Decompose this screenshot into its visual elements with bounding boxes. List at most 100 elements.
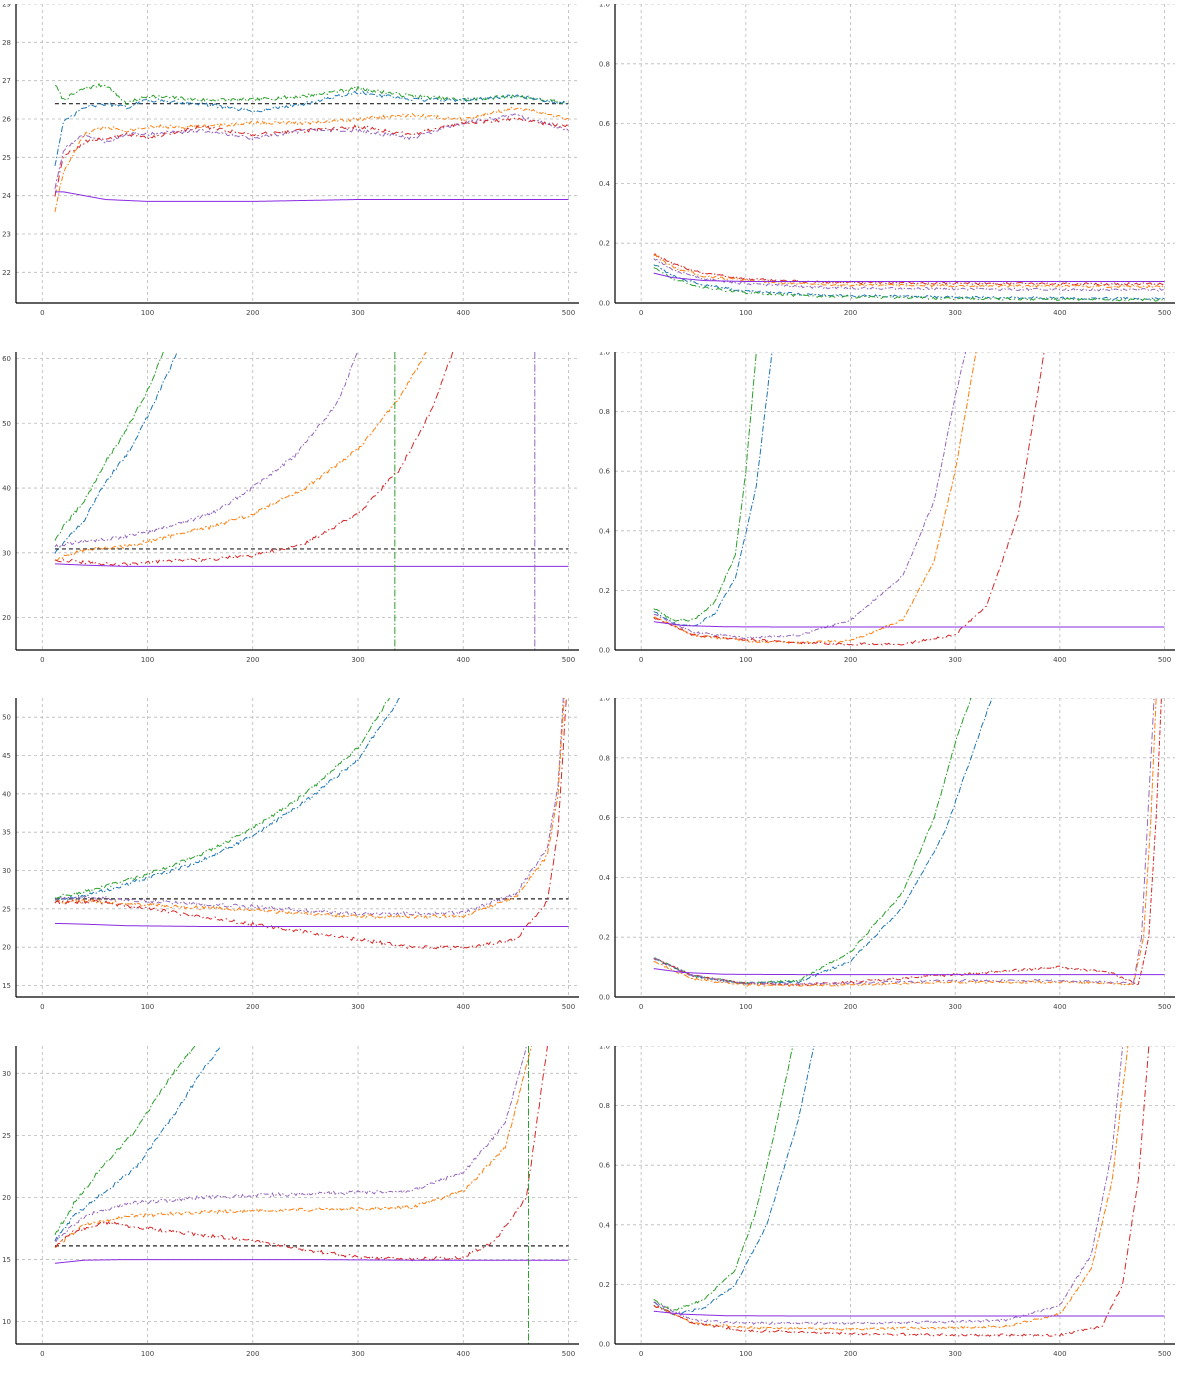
- series-line-1: [54, 698, 391, 900]
- series-line-2: [54, 698, 401, 901]
- x-tick-label: 0: [639, 309, 643, 317]
- x-tick-label: 100: [141, 1350, 154, 1358]
- x-tick-label: 100: [739, 1003, 752, 1011]
- chart-panel-3: 0 100 200 300 400 500 20 30 40 50 60: [2, 352, 579, 664]
- series-line-5: [54, 352, 454, 567]
- x-tick-label: 500: [562, 656, 575, 664]
- x-tick-label: 400: [1053, 309, 1066, 317]
- series-line-4: [54, 698, 565, 919]
- series-line-4: [54, 352, 427, 561]
- series-line-5: [653, 267, 1165, 302]
- x-tick-label: 0: [639, 656, 643, 664]
- y-tick-label: 30: [2, 1070, 11, 1078]
- series-line-5: [54, 117, 569, 197]
- y-tick-label: 30: [2, 549, 11, 557]
- y-tick-label: 0.0: [599, 300, 610, 308]
- x-tick-label: 100: [141, 656, 154, 664]
- y-tick-label: 27: [2, 77, 11, 85]
- series-line-5: [54, 698, 567, 950]
- x-tick-label: 0: [40, 309, 44, 317]
- y-tick-label: 25: [2, 905, 11, 913]
- y-tick-label: 40: [2, 790, 11, 798]
- x-tick-label: 500: [1158, 656, 1171, 664]
- x-tick-label: 200: [844, 656, 857, 664]
- x-tick-label: 0: [40, 656, 44, 664]
- series-line-1: [54, 352, 164, 541]
- x-tick-label: 500: [1158, 1350, 1171, 1358]
- chart-panel-6: 0 100 200 300 400 500 0.0 0.2 0.4 0.6 0.8 1.0: [599, 698, 1175, 1011]
- series-line-1: [653, 1046, 794, 1312]
- x-tick-label: 300: [948, 309, 961, 317]
- series-line-6: [653, 968, 1165, 976]
- y-tick-label: 0.0: [599, 647, 610, 655]
- x-tick-label: 300: [351, 1003, 364, 1011]
- y-tick-label: 0.0: [599, 994, 610, 1002]
- y-tick-label: 23: [2, 231, 11, 239]
- x-tick-label: 0: [40, 1003, 44, 1011]
- y-tick-label: 0.4: [599, 874, 611, 882]
- x-tick-label: 100: [739, 1350, 752, 1358]
- x-tick-label: 100: [739, 656, 752, 664]
- y-tick-label: 30: [2, 867, 11, 875]
- series-line-5: [653, 1046, 1150, 1337]
- x-tick-label: 200: [246, 309, 259, 317]
- series-line-1: [54, 1046, 196, 1236]
- series-line-2: [653, 352, 773, 627]
- y-tick-label: 25: [2, 154, 11, 162]
- y-tick-label: 10: [2, 1318, 11, 1326]
- y-tick-label: 28: [2, 39, 11, 47]
- x-tick-label: 400: [457, 656, 470, 664]
- series-line-2: [653, 1046, 815, 1316]
- y-tick-label: 45: [2, 752, 11, 760]
- series-line-6: [54, 1259, 569, 1264]
- y-tick-label: 24: [2, 192, 11, 200]
- series-line-4: [653, 264, 1165, 301]
- series-line-1: [653, 698, 972, 985]
- y-tick-label: 0.4: [599, 180, 611, 188]
- chart-panel-5: 0 100 200 300 400 500 15 20 25 30 35 40 45 50: [2, 698, 579, 1011]
- y-tick-label: 26: [2, 116, 11, 124]
- series-line-6: [653, 1310, 1165, 1317]
- chart-panel-8: 0 100 200 300 400 500 0.0 0.2 0.4 0.6 0.8 1.0: [599, 1046, 1175, 1358]
- series-line-1: [653, 253, 1165, 286]
- x-tick-label: 500: [562, 1003, 575, 1011]
- x-tick-label: 0: [639, 1350, 643, 1358]
- x-tick-label: 400: [1053, 1350, 1066, 1358]
- y-tick-label: 0.4: [599, 1221, 611, 1229]
- series-line-3: [653, 698, 1162, 987]
- y-tick-label: 0.2: [599, 934, 610, 942]
- series-line-3: [54, 352, 359, 548]
- series-line-1: [653, 352, 757, 622]
- x-tick-label: 500: [1158, 309, 1171, 317]
- y-tick-label: 1.0: [599, 698, 610, 703]
- y-tick-label: 29: [2, 4, 11, 9]
- y-tick-label: 1.0: [599, 4, 610, 9]
- y-tick-label: 50: [2, 420, 11, 428]
- x-tick-label: 300: [351, 1350, 364, 1358]
- chart-panel-7: 0 100 200 300 400 500 10 15 20 25 30: [2, 1046, 579, 1358]
- x-tick-label: 400: [1053, 1003, 1066, 1011]
- x-tick-label: 400: [457, 1350, 470, 1358]
- y-tick-label: 0.8: [599, 754, 610, 762]
- x-tick-label: 200: [246, 656, 259, 664]
- series-line-5: [653, 352, 1045, 646]
- series-line-3: [54, 698, 564, 917]
- series-line-4: [653, 1046, 1129, 1331]
- series-line-2: [54, 1046, 222, 1242]
- y-tick-label: 1.0: [599, 352, 610, 357]
- y-tick-label: 0.8: [599, 60, 610, 68]
- x-tick-label: 100: [739, 309, 752, 317]
- x-tick-label: 400: [1053, 656, 1066, 664]
- x-tick-label: 500: [1158, 1003, 1171, 1011]
- series-line-4: [653, 698, 1157, 987]
- y-tick-label: 25: [2, 1132, 11, 1140]
- y-tick-label: 50: [2, 714, 11, 722]
- x-tick-label: 200: [844, 309, 857, 317]
- series-line-1: [54, 82, 569, 106]
- y-tick-label: 35: [2, 829, 11, 837]
- series-line-3: [653, 352, 967, 640]
- chart-panel-2: 0 100 200 300 400 500 0.0 0.2 0.4 0.6 0.8 1.0: [599, 4, 1175, 317]
- x-tick-label: 400: [457, 309, 470, 317]
- y-tick-label: 15: [2, 982, 11, 990]
